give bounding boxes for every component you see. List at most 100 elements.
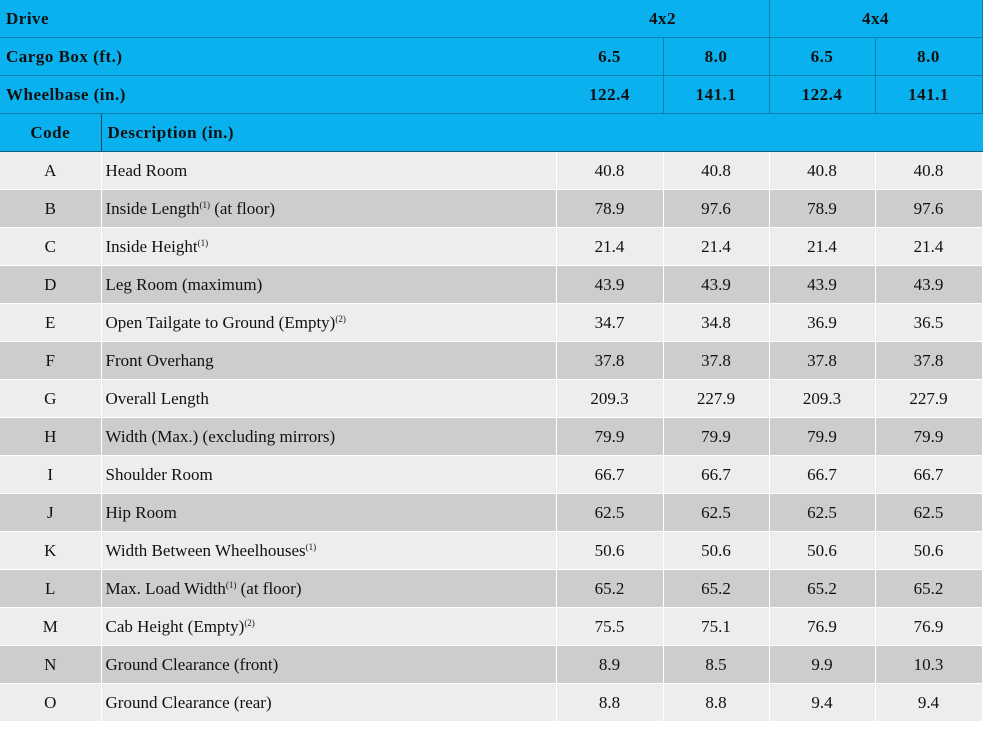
row-code: G: [0, 379, 102, 418]
row-description: Open Tailgate to Ground (Empty)(2): [100, 303, 557, 342]
footnote-marker: (1): [225, 579, 237, 590]
row-description-suffix: (at floor): [209, 198, 276, 218]
row-value: 78.9: [769, 189, 876, 228]
row-description-text: Inside Height: [105, 236, 198, 256]
row-value: 66.7: [556, 455, 664, 494]
row-description: Inside Height(1): [100, 227, 557, 266]
code-column-header: Code: [0, 113, 102, 152]
footnote-marker: (1): [197, 237, 209, 248]
row-value: 37.8: [769, 341, 876, 380]
description-column-header: Description (in.): [101, 113, 983, 152]
table-row: K Width Between Wheelhouses(1) 50.6 50.6 50.…: [0, 531, 983, 570]
row-description-text: Front Overhang: [105, 350, 214, 370]
row-value: 8.5: [663, 645, 770, 684]
row-value: 40.8: [556, 151, 664, 190]
row-value: 76.9: [875, 607, 983, 646]
row-value: 78.9: [556, 189, 664, 228]
row-description: Overall Length: [100, 379, 557, 418]
row-value: 21.4: [663, 227, 770, 266]
row-description: Hip Room: [100, 493, 557, 532]
row-code: D: [0, 265, 102, 304]
cargo-box-value: 8.0: [875, 37, 983, 76]
table-row: E Open Tailgate to Ground (Empty)(2) 34.7 3…: [0, 303, 983, 342]
drive-header-row: Drive 4x2 4x4: [0, 0, 983, 38]
cargo-box-value: 8.0: [663, 37, 770, 76]
row-value: 10.3: [875, 645, 983, 684]
wheelbase-value: 141.1: [875, 75, 983, 114]
row-description-text: Leg Room (maximum): [105, 274, 263, 294]
row-value: 65.2: [875, 569, 983, 608]
row-code: I: [0, 455, 102, 494]
row-value: 21.4: [556, 227, 664, 266]
drive-label: Drive: [0, 0, 557, 38]
row-value: 76.9: [769, 607, 876, 646]
row-value: 209.3: [556, 379, 664, 418]
row-value: 62.5: [769, 493, 876, 532]
row-code: K: [0, 531, 102, 570]
row-value: 37.8: [663, 341, 770, 380]
row-description: Shoulder Room: [100, 455, 557, 494]
row-code: L: [0, 569, 102, 608]
row-value: 50.6: [769, 531, 876, 570]
table-row: F Front Overhang 37.8 37.8 37.8 37.8: [0, 341, 983, 380]
row-description-text: Max. Load Width: [105, 578, 226, 598]
row-description-text: Inside Length: [105, 198, 200, 218]
row-value: 43.9: [875, 265, 983, 304]
row-code: J: [0, 493, 102, 532]
row-description-text: Cab Height (Empty): [105, 616, 245, 636]
row-value: 40.8: [769, 151, 876, 190]
cargo-box-value: 6.5: [769, 37, 876, 76]
row-code: H: [0, 417, 102, 456]
cargo-box-label: Cargo Box (ft.): [0, 37, 557, 76]
row-value: 66.7: [769, 455, 876, 494]
row-code: N: [0, 645, 102, 684]
row-description: Leg Room (maximum): [100, 265, 557, 304]
row-value: 62.5: [556, 493, 664, 532]
row-code: C: [0, 227, 102, 266]
table-row: N Ground Clearance (front) 8.9 8.5 9.9 10.3: [0, 645, 983, 684]
row-value: 37.8: [556, 341, 664, 380]
row-value: 62.5: [663, 493, 770, 532]
row-description-text: Ground Clearance (rear): [105, 692, 272, 712]
row-value: 65.2: [663, 569, 770, 608]
row-value: 21.4: [769, 227, 876, 266]
footnote-marker: (2): [335, 313, 346, 324]
row-description: Head Room: [100, 151, 557, 190]
footnote-marker: (1): [199, 199, 210, 210]
wheelbase-header-row: Wheelbase (in.) 122.4 141.1 122.4 141.1: [0, 75, 983, 114]
row-value: 8.8: [663, 683, 770, 722]
row-value: 9.4: [875, 683, 983, 722]
row-value: 50.6: [663, 531, 770, 570]
row-description-text: Overall Length: [105, 388, 209, 408]
footnote-marker: (2): [244, 617, 255, 628]
row-value: 75.1: [663, 607, 770, 646]
row-code: M: [0, 607, 102, 646]
row-code: E: [0, 303, 102, 342]
table-row: O Ground Clearance (rear) 8.8 8.8 9.4 9.4: [0, 683, 983, 722]
row-value: 75.5: [556, 607, 664, 646]
row-description-text: Width Between Wheelhouses: [105, 540, 306, 560]
row-description: Ground Clearance (front): [100, 645, 557, 684]
table-row: L Max. Load Width(1) (at floor) 65.2 65.2 65…: [0, 569, 983, 608]
row-value: 66.7: [875, 455, 983, 494]
row-value: 227.9: [875, 379, 983, 418]
row-value: 36.5: [875, 303, 983, 342]
row-value: 227.9: [663, 379, 770, 418]
row-value: 9.4: [769, 683, 876, 722]
table-row: B Inside Length(1) (at floor) 78.9 97.6 78.9…: [0, 189, 983, 228]
cargo-box-value: 6.5: [556, 37, 664, 76]
row-description-text: Shoulder Room: [105, 464, 213, 484]
row-value: 79.9: [663, 417, 770, 456]
row-value: 8.9: [556, 645, 664, 684]
row-value: 34.7: [556, 303, 664, 342]
row-value: 8.8: [556, 683, 664, 722]
row-value: 34.8: [663, 303, 770, 342]
wheelbase-value: 122.4: [556, 75, 664, 114]
table-row: A Head Room 40.8 40.8 40.8 40.8: [0, 151, 983, 190]
wheelbase-value: 141.1: [663, 75, 770, 114]
table-row: M Cab Height (Empty)(2) 75.5 75.1 76.9 76.9: [0, 607, 983, 646]
row-value: 209.3: [769, 379, 876, 418]
table-row: I Shoulder Room 66.7 66.7 66.7 66.7: [0, 455, 983, 494]
row-value: 65.2: [769, 569, 876, 608]
table-row: G Overall Length 209.3 227.9 209.3 227.9: [0, 379, 983, 418]
